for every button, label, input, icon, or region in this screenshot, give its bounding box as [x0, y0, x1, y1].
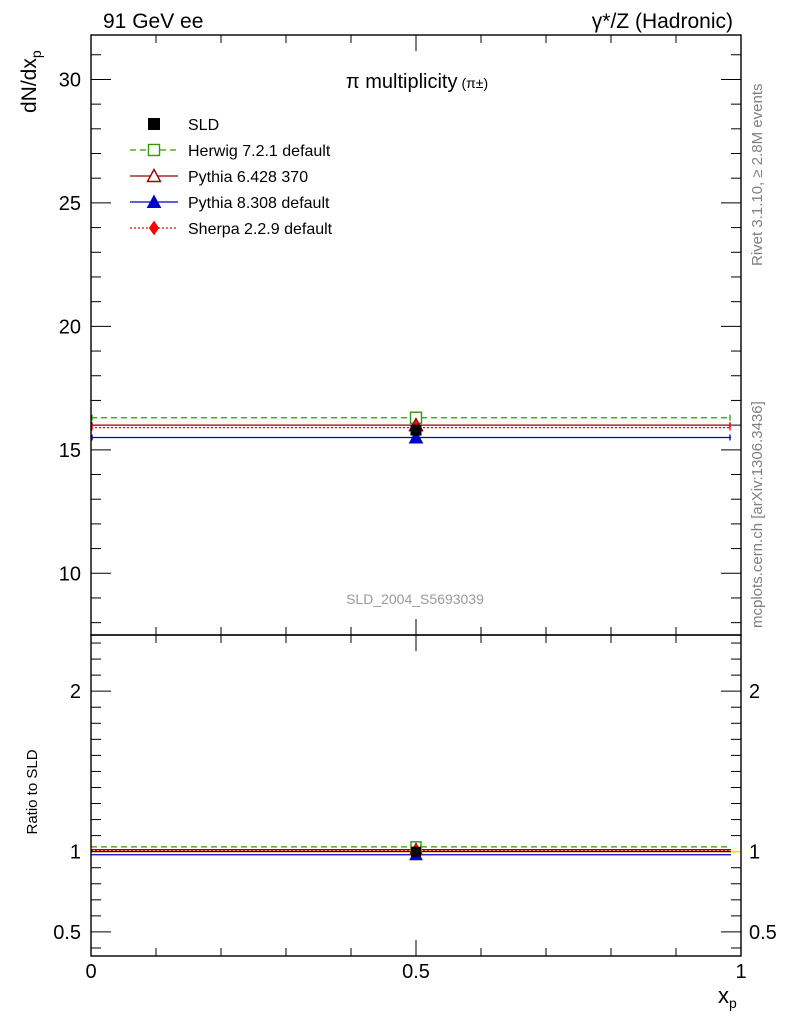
legend-item: Herwig 7.2.1 default: [130, 143, 331, 160]
ratio-marker-0: [411, 846, 421, 857]
ratio-tick-label-right: 2: [749, 681, 760, 703]
plot-title-suffix: (π±): [461, 75, 488, 91]
x-tick-label: 0: [85, 961, 96, 983]
y-axis-label-sub: p: [28, 50, 44, 58]
legend-marker: [148, 118, 160, 130]
y-tick-label: 25: [59, 193, 81, 215]
ratio-tick-label-right: 0.5: [749, 922, 777, 944]
header-process-label: γ*/Z (Hadronic): [592, 10, 733, 33]
y-axis-label-text: dN/dx: [18, 58, 41, 113]
legend-marker: [148, 220, 160, 236]
legend-label: Pythia 6.428 370: [188, 169, 308, 186]
y-tick-label: 20: [59, 316, 81, 338]
ratio-frame: [90, 634, 742, 957]
y-tick-label: 10: [59, 563, 81, 585]
legend-item: Pythia 6.428 370: [130, 168, 308, 186]
y-tick-label: 15: [59, 440, 81, 462]
legend-label: Pythia 8.308 default: [188, 195, 330, 212]
x-axis-label-text: x: [718, 983, 729, 1008]
legend-marker: [146, 168, 162, 183]
legend-label: Sherpa 2.2.9 default: [188, 221, 333, 238]
legend: SLD Herwig 7.2.1 default Pythia 6.428 370 P…: [130, 117, 333, 238]
series-marker-0: [410, 424, 422, 436]
x-axis-label-sub: p: [729, 995, 737, 1011]
ratio-panel: 0.5 0.51 12 20 0.5 1: [53, 634, 777, 983]
main-panel: 10 15 20 25 30: [59, 34, 742, 636]
plot-title: π multiplicity (π±): [346, 71, 488, 93]
plot-title-text: π multiplicity: [346, 71, 458, 93]
x-axis-label: xp: [718, 983, 737, 1011]
legend-label: SLD: [188, 117, 219, 134]
x-tick-label: 0.5: [402, 961, 430, 983]
ratio-tick-label-left: 1: [70, 842, 81, 864]
ratio-tick-label-left: 0.5: [53, 922, 81, 944]
legend-marker: [147, 143, 161, 157]
x-tick-label: 1: [735, 961, 746, 983]
y-tick-label: 30: [59, 69, 81, 91]
legend-label: Herwig 7.2.1 default: [188, 143, 331, 160]
mcplots-source-label: mcplots.cern.ch [arXiv:1306.3436]: [749, 401, 766, 628]
rivet-version-label: Rivet 3.1.10, ≥ 2.8M events: [749, 84, 766, 267]
analysis-id-label: SLD_2004_S5693039: [346, 591, 484, 607]
legend-marker: [146, 194, 162, 208]
header-energy-label: 91 GeV ee: [103, 10, 203, 33]
ratio-axis-label: Ratio to SLD: [24, 749, 41, 834]
svg-text:dN/dxp: dN/dxp: [18, 50, 44, 113]
y-axis-label: dN/dxp: [18, 50, 44, 113]
legend-item: Sherpa 2.2.9 default: [130, 220, 333, 238]
legend-item: SLD: [148, 117, 219, 134]
ratio-tick-label-left: 2: [70, 681, 81, 703]
legend-item: Pythia 8.308 default: [130, 194, 330, 212]
series-marker-3: [408, 429, 424, 444]
ratio-tick-label-right: 1: [749, 842, 760, 864]
